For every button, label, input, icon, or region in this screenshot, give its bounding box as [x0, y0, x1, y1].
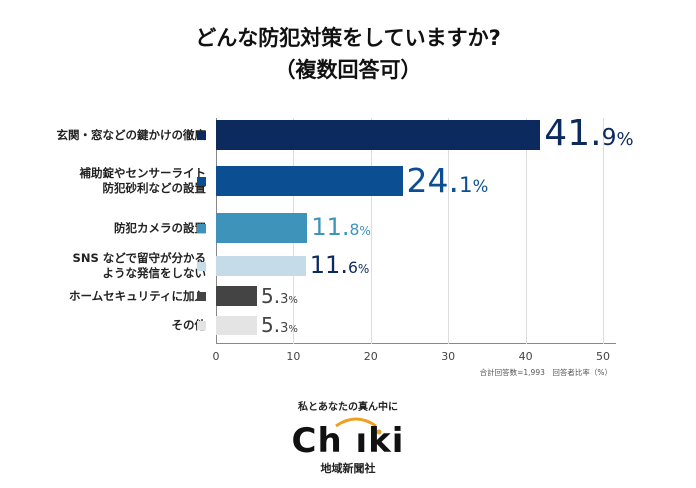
legend-swatch	[197, 262, 206, 271]
chart-title: どんな防犯対策をしていますか?	[195, 26, 501, 50]
bar	[216, 213, 308, 243]
x-tick-label: 30	[441, 350, 456, 363]
data-label: 5.3%	[261, 312, 298, 337]
x-axis-line	[216, 343, 616, 344]
data-label: 5.3%	[261, 283, 298, 308]
tagline: 私とあなたの真ん中に	[298, 402, 398, 413]
bar	[216, 120, 541, 150]
category-label: 玄関・窓などの鍵かけの徹底	[56, 127, 207, 142]
x-tick-label: 50	[596, 350, 610, 363]
logo-mark: Ch ıki	[292, 417, 405, 461]
x-tick-label: 40	[518, 350, 533, 363]
chart-note: 合計回答数=1,993 回答者比率（%）	[479, 368, 612, 377]
svg-text:Ch ıki: Ch ıki	[292, 421, 405, 458]
legend-swatch	[197, 321, 206, 330]
company-name: 地域新聞社	[320, 462, 376, 475]
legend-swatch	[197, 131, 206, 140]
bar	[216, 286, 258, 306]
x-tick-label: 10	[286, 350, 301, 363]
category-label: SNS などで留守が分かる ような発信をしない	[72, 251, 206, 280]
legend-swatch	[197, 224, 206, 233]
data-label: 41.9%	[544, 112, 634, 154]
legend-swatch	[197, 177, 206, 186]
category-label: ホームセキュリティに加入	[69, 288, 206, 303]
gridline	[525, 118, 527, 344]
bar	[216, 315, 258, 335]
gridline	[603, 118, 604, 344]
gridline	[448, 118, 450, 344]
logo: Ch ıki	[0, 410, 696, 462]
category-label: 防犯カメラの設置	[114, 220, 206, 235]
bar	[216, 256, 306, 276]
data-label: 11.6%	[309, 251, 370, 280]
bar	[216, 166, 403, 196]
data-label: 24.1%	[406, 160, 489, 200]
gridline	[370, 118, 372, 344]
legend-swatch	[197, 292, 206, 301]
data-label: 11.8%	[311, 213, 371, 242]
x-tick-label: 0	[212, 350, 220, 363]
x-tick-label: 20	[363, 350, 378, 363]
category-label: 補助錠やセンサーライト 防犯砂利などの設置	[79, 166, 207, 195]
chart-subtitle: （複数回答可）	[274, 58, 422, 82]
